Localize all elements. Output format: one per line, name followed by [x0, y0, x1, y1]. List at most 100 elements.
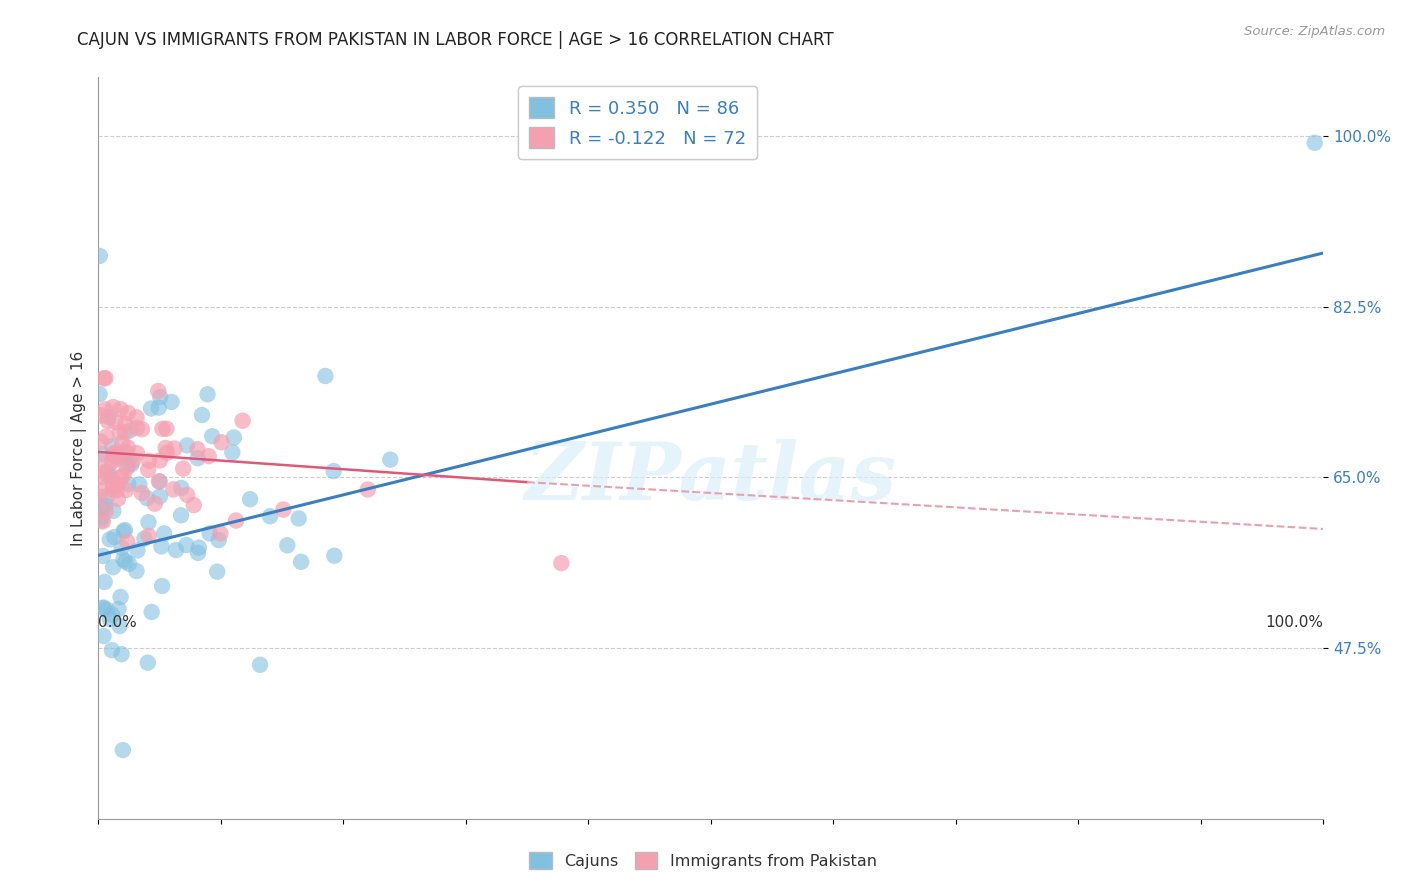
- Point: [101, 483, 124, 497]
- Point: [103, 446, 125, 460]
- Legend: Cajuns, Immigrants from Pakistan: Cajuns, Immigrants from Pakistan: [523, 846, 883, 875]
- Point: [149, 390, 172, 404]
- Point: [148, 401, 170, 415]
- Point: [93, 629, 115, 643]
- Point: [90, 500, 112, 514]
- Point: [131, 422, 153, 436]
- Point: [152, 422, 174, 436]
- Point: [156, 446, 179, 460]
- Point: [101, 607, 124, 622]
- Point: [110, 590, 132, 604]
- Point: [101, 439, 124, 453]
- Point: [91, 447, 114, 461]
- Point: [165, 543, 187, 558]
- Point: [97, 465, 120, 479]
- Point: [122, 454, 145, 468]
- Point: [136, 491, 159, 505]
- Point: [107, 450, 129, 465]
- Point: [94, 465, 117, 479]
- Point: [100, 470, 122, 484]
- Point: [97, 414, 120, 428]
- Point: [94, 504, 117, 518]
- Point: [96, 602, 118, 616]
- Point: [197, 387, 219, 401]
- Point: [208, 533, 231, 547]
- Point: [183, 498, 205, 512]
- Point: [117, 458, 139, 472]
- Point: [105, 477, 128, 491]
- Point: [187, 541, 209, 555]
- Point: [176, 538, 198, 552]
- Point: [1303, 136, 1326, 150]
- Point: [114, 555, 136, 569]
- Point: [91, 549, 114, 563]
- Point: [150, 540, 173, 554]
- Point: [134, 532, 156, 546]
- Point: [103, 449, 125, 463]
- Point: [97, 409, 120, 424]
- Point: [96, 489, 118, 503]
- Point: [101, 479, 124, 493]
- Point: [111, 435, 134, 450]
- Point: [127, 421, 149, 435]
- Point: [112, 524, 135, 539]
- Point: [149, 490, 172, 504]
- Text: 0.0%: 0.0%: [98, 615, 138, 630]
- Point: [93, 371, 115, 385]
- Point: [155, 441, 177, 455]
- Point: [117, 406, 139, 420]
- Point: [138, 454, 160, 468]
- Point: [103, 400, 125, 414]
- Point: [93, 574, 115, 589]
- Point: [101, 643, 124, 657]
- Point: [96, 468, 118, 483]
- Point: [125, 446, 148, 460]
- Point: [93, 600, 115, 615]
- Point: [90, 434, 112, 449]
- Point: [207, 565, 229, 579]
- Point: [186, 442, 208, 457]
- Point: [138, 515, 160, 529]
- Point: [125, 564, 148, 578]
- Point: [276, 538, 298, 552]
- Point: [290, 555, 312, 569]
- Point: [380, 452, 402, 467]
- Point: [322, 464, 344, 478]
- Point: [143, 497, 166, 511]
- Point: [101, 455, 124, 469]
- Point: [150, 579, 173, 593]
- Text: CAJUN VS IMMIGRANTS FROM PAKISTAN IN LABOR FORCE | AGE > 16 CORRELATION CHART: CAJUN VS IMMIGRANTS FROM PAKISTAN IN LAB…: [77, 31, 834, 49]
- Point: [89, 387, 111, 401]
- Point: [94, 499, 117, 513]
- Point: [148, 384, 170, 398]
- Point: [105, 452, 128, 467]
- Text: Source: ZipAtlas.com: Source: ZipAtlas.com: [1244, 25, 1385, 38]
- Point: [111, 743, 134, 757]
- Point: [114, 523, 136, 537]
- Point: [107, 602, 129, 616]
- Point: [221, 445, 243, 459]
- Point: [125, 410, 148, 425]
- Point: [118, 424, 141, 438]
- Point: [153, 526, 176, 541]
- Point: [94, 402, 117, 417]
- Text: ZIPatlas: ZIPatlas: [524, 439, 897, 516]
- Point: [136, 656, 159, 670]
- Point: [211, 435, 233, 450]
- Point: [127, 543, 149, 558]
- Point: [117, 534, 139, 549]
- Point: [90, 409, 112, 423]
- Point: [170, 508, 193, 523]
- Point: [104, 447, 127, 461]
- Point: [115, 483, 138, 497]
- Point: [141, 605, 163, 619]
- Point: [162, 483, 184, 497]
- Point: [111, 541, 134, 555]
- Point: [90, 470, 112, 484]
- Point: [170, 481, 193, 495]
- Point: [90, 455, 112, 469]
- Point: [103, 447, 125, 461]
- Point: [136, 463, 159, 477]
- Point: [114, 425, 136, 439]
- Text: 100.0%: 100.0%: [1265, 615, 1323, 630]
